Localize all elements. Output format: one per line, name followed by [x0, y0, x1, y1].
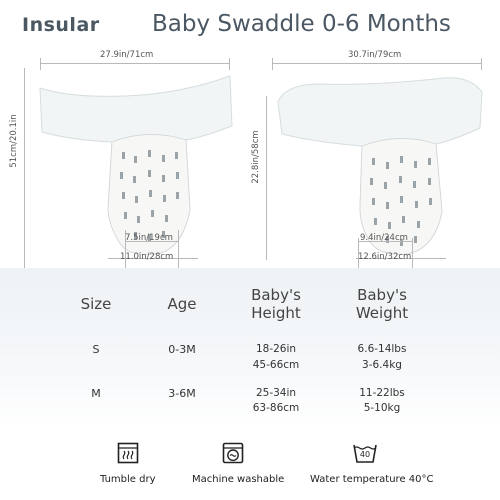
table-row-s: S 0-3M 18-26in 45-66cm 6.6-14lbs 3-6.4kg	[0, 340, 500, 374]
row-age: 0-3M	[168, 343, 196, 356]
row-size: M	[91, 387, 101, 400]
right-height-label: 22.8in/58cm	[251, 130, 261, 184]
row-height-1: 18-26in	[255, 343, 297, 355]
tumble-dry-label: Tumble dry	[100, 474, 156, 485]
header-weight: Baby's Weight	[355, 286, 409, 322]
left-inner-width-label: 7.5in/19cm	[125, 233, 173, 243]
right-width-label: 30.7in/79cm	[348, 50, 402, 60]
row-height-2: 63-86cm	[252, 402, 300, 414]
left-height-label: 51cm/20.1in	[9, 114, 19, 168]
water-temperature-value: 40	[359, 450, 371, 459]
machine-washable-icon	[222, 442, 244, 464]
header-height: Baby's Height	[251, 286, 301, 322]
row-height-1: 25-34in	[255, 387, 297, 399]
left-bottom-width-label: 11.0in/28cm	[120, 252, 174, 262]
row-weight-2: 5-10kg	[363, 402, 401, 414]
right-swaddle-diagram: 30.7in/79cm 22.8in/58cm 9.4in/24cm 12.6i…	[250, 40, 500, 270]
water-temperature-label: Water temperature 40°C	[310, 474, 434, 485]
row-age: 3-6M	[168, 387, 196, 400]
brand-logo: Insular	[22, 14, 100, 36]
left-swaddle-diagram: 27.9in/71cm 51cm/20.1in 7.5in/19cm 11.0i…	[0, 40, 250, 270]
row-height-2: 45-66cm	[252, 359, 300, 371]
left-swaddle-image	[39, 75, 233, 255]
row-size: S	[92, 343, 100, 356]
row-weight-1: 11-22lbs	[359, 387, 405, 399]
row-weight-1: 6.6-14lbs	[357, 343, 407, 355]
right-bottom-width-label: 12.6in/32cm	[358, 252, 412, 262]
care-instructions: Tumble dry Machine washable 40 Water tem…	[0, 436, 500, 500]
left-width-label: 27.9in/71cm	[100, 50, 154, 60]
header-age: Age	[167, 295, 197, 313]
right-inner-width-label: 9.4in/24cm	[360, 233, 408, 243]
page-title: Baby Swaddle 0-6 Months	[152, 11, 451, 37]
right-swaddle-image	[277, 77, 483, 255]
tumble-dry-icon	[117, 442, 139, 464]
table-row-m: M 3-6M 25-34in 63-86cm 11-22lbs 5-10kg	[0, 386, 500, 420]
header-size: Size	[80, 295, 112, 313]
water-temperature-icon	[353, 444, 377, 463]
row-weight-2: 3-6.4kg	[362, 359, 402, 371]
machine-washable-label: Machine washable	[192, 474, 285, 485]
size-table	[0, 268, 500, 428]
